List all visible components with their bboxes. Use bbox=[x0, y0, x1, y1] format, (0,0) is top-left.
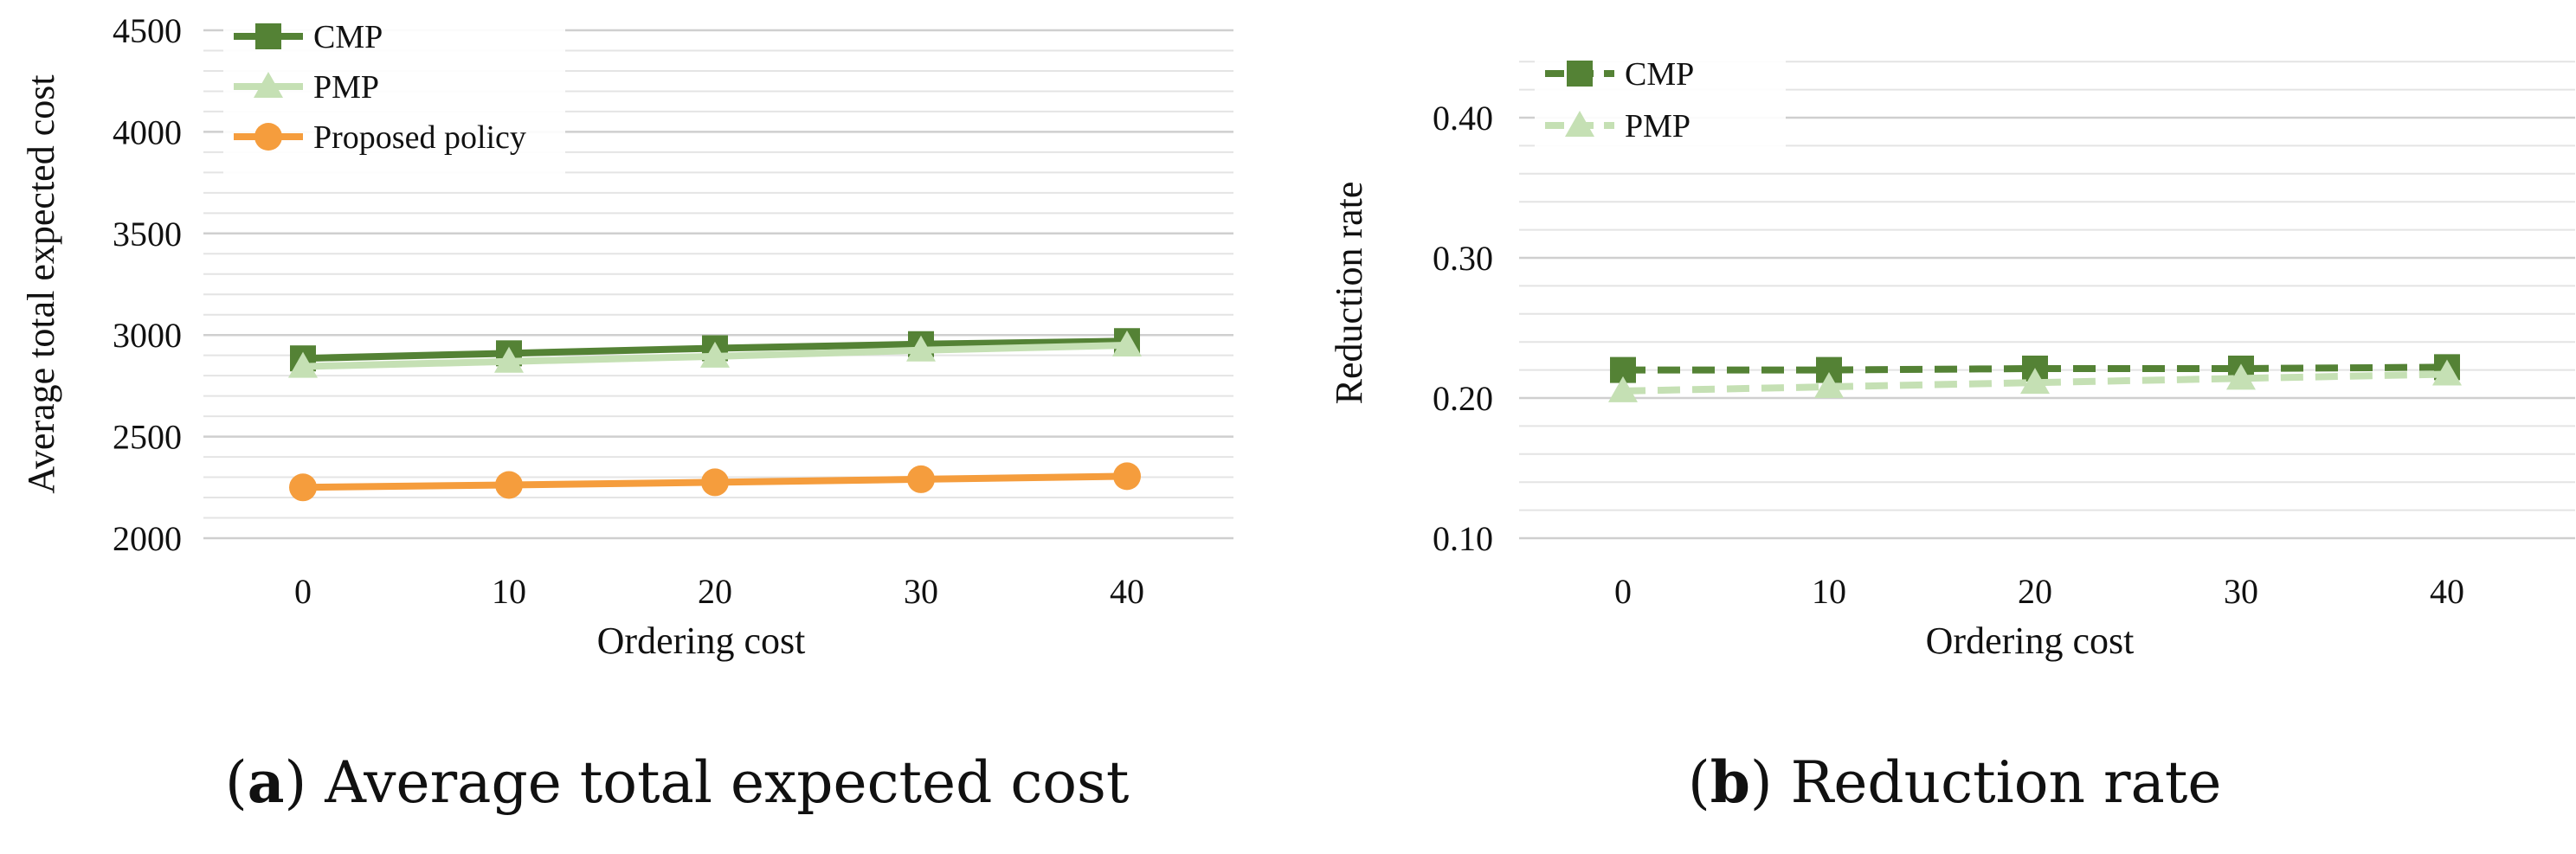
x-tick-label: 10 bbox=[492, 572, 526, 611]
data-point bbox=[1112, 330, 1142, 356]
y-tick-label: 2000 bbox=[113, 519, 182, 558]
legend-marker bbox=[1567, 61, 1593, 87]
legend: CMP PMP bbox=[1535, 48, 1786, 160]
chart-reduction-rate: 0.10 0.20 0.30 0.40 0 10 20 30 40 Ordering cost Re… bbox=[1328, 48, 2575, 662]
x-tick-label: 20 bbox=[698, 572, 732, 611]
x-tick-label: 20 bbox=[2018, 572, 2052, 611]
gridlines bbox=[203, 29, 1233, 540]
data-point bbox=[2020, 368, 2050, 395]
caption-b-label: b bbox=[1710, 748, 1750, 816]
y-tick-label: 0.40 bbox=[1433, 99, 1493, 138]
data-point bbox=[289, 473, 317, 502]
caption-a-label: a bbox=[247, 748, 285, 816]
x-tick-label: 10 bbox=[1812, 572, 1846, 611]
x-tick-label: 0 bbox=[1614, 572, 1632, 611]
data-point bbox=[700, 341, 730, 368]
y-tick-label: 3500 bbox=[113, 215, 182, 254]
y-tick-label: 4500 bbox=[113, 11, 182, 50]
data-point bbox=[2226, 363, 2256, 390]
legend-label: CMP bbox=[313, 19, 383, 55]
y-axis-label: Average total expected cost bbox=[20, 74, 62, 493]
legend-label: Proposed policy bbox=[313, 119, 526, 156]
x-tick-label: 40 bbox=[2430, 572, 2464, 611]
legend-marker bbox=[254, 123, 282, 151]
x-tick-label: 40 bbox=[1110, 572, 1144, 611]
caption-a: (a) Average total expected cost bbox=[225, 748, 1130, 816]
y-tick-label: 0.20 bbox=[1433, 379, 1493, 418]
y-tick-label: 3000 bbox=[113, 316, 182, 355]
series-pmp bbox=[288, 330, 1142, 378]
caption-b: (b) Reduction rate bbox=[1688, 748, 2222, 816]
series-pmp bbox=[1608, 359, 2462, 402]
data-point bbox=[288, 351, 318, 378]
legend-label: CMP bbox=[1625, 56, 1694, 93]
series-proposed-policy bbox=[289, 462, 1141, 502]
y-tick-label: 4000 bbox=[113, 112, 182, 151]
caption-a-text: Average total expected cost bbox=[325, 749, 1130, 816]
y-tick-label: 0.10 bbox=[1433, 519, 1493, 558]
data-point bbox=[494, 346, 524, 373]
legend-label: PMP bbox=[313, 69, 379, 106]
data-point bbox=[906, 335, 936, 362]
y-axis-label: Reduction rate bbox=[1328, 182, 1370, 405]
x-tick-label: 30 bbox=[2224, 572, 2258, 611]
data-point bbox=[1814, 372, 1844, 399]
x-tick-label: 30 bbox=[904, 572, 938, 611]
data-point bbox=[495, 471, 523, 499]
legend-marker bbox=[254, 72, 283, 98]
caption-b-text: Reduction rate bbox=[1790, 749, 2222, 816]
legend-label: PMP bbox=[1625, 108, 1690, 144]
chart-average-total-expected-cost: 2000 2500 3000 3500 4000 4500 0 10 20 30 40 Orderin… bbox=[20, 10, 1233, 662]
legend: CMP PMP Proposed policy bbox=[223, 10, 565, 175]
legend-marker bbox=[255, 23, 281, 49]
data-point bbox=[1608, 376, 1638, 402]
y-tick-label: 0.30 bbox=[1433, 239, 1493, 278]
x-tick-label: 0 bbox=[294, 572, 312, 611]
legend-marker bbox=[1565, 111, 1594, 137]
data-point bbox=[907, 465, 935, 493]
data-point bbox=[701, 468, 729, 497]
x-axis-label: Ordering cost bbox=[597, 620, 806, 662]
y-tick-label: 2500 bbox=[113, 418, 182, 457]
data-point bbox=[2432, 359, 2462, 386]
data-point bbox=[1113, 462, 1141, 491]
x-axis-label: Ordering cost bbox=[1926, 620, 2135, 662]
